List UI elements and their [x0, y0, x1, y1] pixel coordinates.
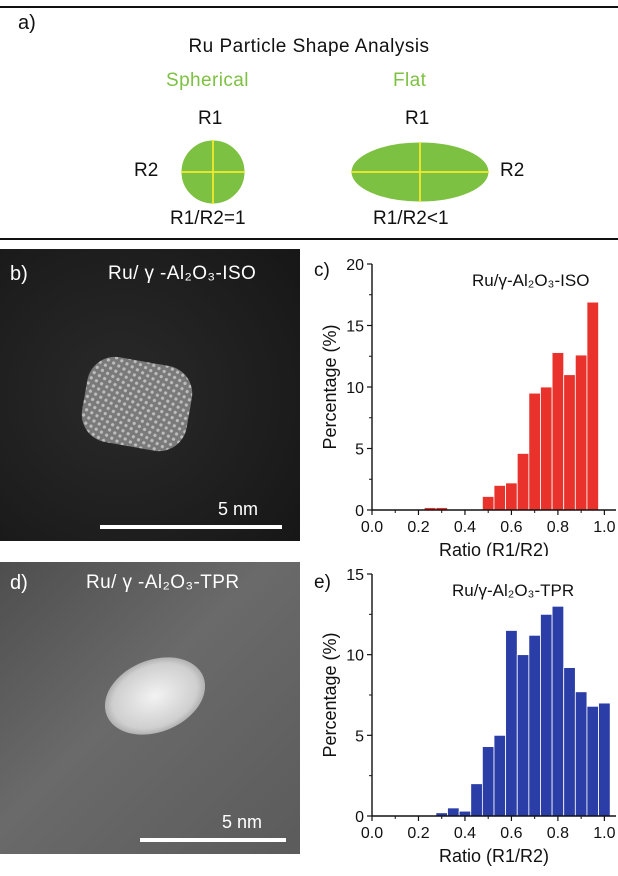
panel-d-scalebar [140, 838, 286, 842]
panel-b-sample: Ru/ γ -Al₂O₃-ISO [108, 263, 257, 284]
histogram-bar [493, 734, 507, 817]
spherical-shape [180, 139, 246, 205]
tpr-particle [104, 657, 206, 735]
histogram-bar [505, 630, 518, 817]
x-tick-label: 0.6 [500, 825, 522, 842]
flat-ratio-label: R1/R2<1 [373, 208, 449, 229]
panel-b-label: b) [10, 263, 28, 285]
panel-a-title: Ru Particle Shape Analysis [188, 36, 430, 57]
y-tick-label: 20 [346, 257, 364, 274]
top-divider [0, 6, 618, 8]
flat-title: Flat [393, 70, 427, 91]
histogram-bar [505, 482, 518, 511]
x-tick-label: 0.4 [454, 825, 476, 842]
panel-a-label: a) [18, 12, 36, 34]
histogram-iso-chart: 0.0 0.2 0.4 0.6 0.8 1.0 0 5 10 15 20 c) Ru/γ-Al₂O₃-I… [314, 257, 616, 556]
histogram-bar [481, 746, 495, 817]
panel-d-label: d) [10, 572, 28, 594]
x-tick-label: 0.4 [454, 519, 476, 536]
x-tick-label: 0.0 [361, 825, 383, 842]
histogram-bar [540, 386, 553, 511]
x-tick-label: 0.2 [407, 825, 429, 842]
x-tick-label: 1.0 [593, 519, 615, 536]
micrograph-iso: b) Ru/ γ -Al₂O₃-ISO 5 nm [0, 249, 300, 541]
spherical-title: Spherical [166, 70, 249, 91]
histogram-bar [470, 783, 483, 817]
y-tick-label: 5 [355, 728, 364, 745]
spherical-ratio-label: R1/R2=1 [170, 208, 246, 229]
x-tick-label: 1.0 [593, 825, 615, 842]
y-tick-label: 5 [355, 442, 364, 459]
micrograph-tpr-image [0, 562, 300, 854]
y-tick-label: 10 [346, 648, 364, 665]
histogram-bar [586, 301, 599, 511]
histogram-bar [458, 810, 472, 817]
y-axis-label: Percentage (%) [320, 324, 340, 449]
histogram-bar [563, 667, 576, 817]
panel-label: e) [314, 572, 331, 593]
panel-d-scale-text: 5 nm [222, 812, 263, 832]
histogram-bar [481, 496, 495, 511]
histogram-bar [551, 605, 565, 817]
x-tick-label: 0.6 [500, 519, 522, 536]
histogram-bar [516, 654, 530, 817]
histogram-tpr-chart: 0.0 0.2 0.4 0.6 0.8 1.0 0 5 10 15 e) Ru/γ-Al₂O₃-TPR… [314, 567, 616, 866]
x-axis-label: Ratio (R1/R2) [439, 846, 549, 866]
panel-b-scalebar [100, 525, 282, 529]
y-axis-label: Percentage (%) [320, 632, 340, 757]
histogram-bar [447, 807, 460, 817]
histogram-bar [574, 354, 588, 511]
middle-divider [0, 238, 618, 240]
x-tick-label: 0.2 [407, 519, 429, 536]
micrograph-tpr: d) Ru/ γ -Al₂O₃-TPR 5 nm [0, 562, 300, 854]
spherical-r2-label: R2 [134, 160, 159, 181]
histogram-bar [563, 374, 576, 511]
histogram-bar [540, 613, 553, 817]
histogram-bar [598, 702, 611, 817]
x-tick-label: 0.8 [547, 825, 569, 842]
y-tick-label: 15 [346, 319, 364, 336]
micrograph-iso-image [0, 249, 300, 541]
y-tick-label: 0 [355, 503, 364, 520]
y-tick-label: 10 [346, 380, 364, 397]
histogram-bar [586, 705, 599, 817]
histogram-bar [574, 691, 588, 817]
panel-d-sample: Ru/ γ -Al₂O₃-TPR [86, 572, 240, 593]
legend-text: Ru/γ-Al₂O₃-TPR [452, 581, 574, 600]
flat-r1-label: R1 [405, 108, 430, 129]
panel-b-scale-text: 5 nm [218, 499, 259, 519]
histogram-bar [516, 453, 530, 511]
histogram-bar [528, 392, 541, 511]
x-axis-label: Ratio (R1/R2) [439, 540, 549, 556]
shape-diagram [180, 139, 490, 205]
iso-particle [81, 356, 193, 452]
flat-shape [350, 141, 490, 203]
spherical-r1-label: R1 [198, 108, 223, 129]
flat-r2-label: R2 [500, 160, 525, 181]
y-tick-label: 0 [355, 809, 364, 826]
histogram-bar [493, 484, 507, 511]
histogram-bar [528, 634, 541, 817]
y-tick-label: 15 [346, 567, 364, 584]
x-tick-label: 0.0 [361, 519, 383, 536]
histogram-bar [551, 352, 565, 511]
x-tick-label: 0.8 [547, 519, 569, 536]
legend-text: Ru/γ-Al₂O₃-ISO [472, 271, 589, 290]
panel-label: c) [314, 260, 330, 281]
